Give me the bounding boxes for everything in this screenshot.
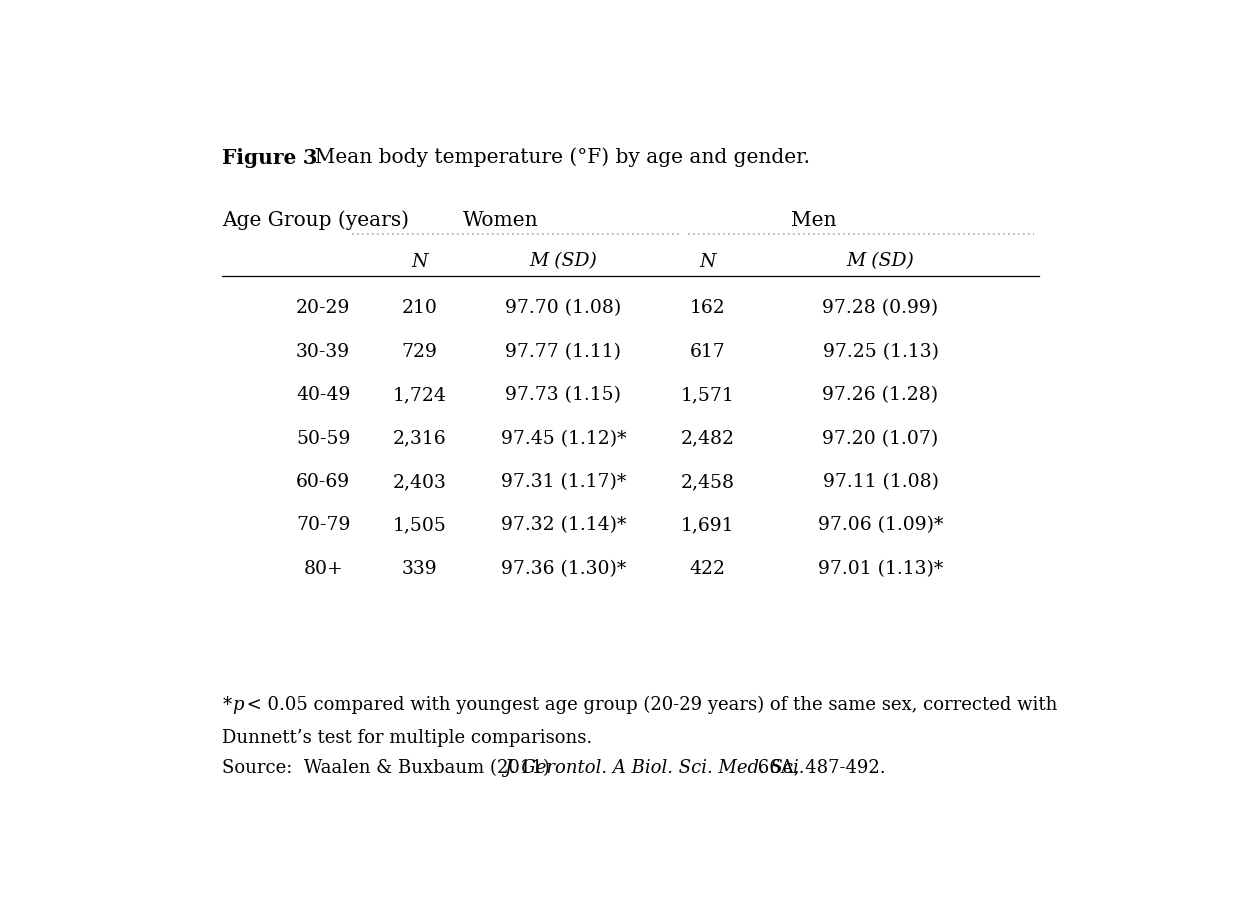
Text: 339: 339 bbox=[402, 560, 436, 578]
Text: 97.45 (1.12)*: 97.45 (1.12)* bbox=[501, 430, 626, 447]
Text: Source:  Waalen & Buxbaum (2011): Source: Waalen & Buxbaum (2011) bbox=[222, 759, 556, 776]
Text: 97.11 (1.08): 97.11 (1.08) bbox=[822, 473, 939, 491]
Text: J. Gerontol. A Biol. Sci. Med. Sci.: J. Gerontol. A Biol. Sci. Med. Sci. bbox=[503, 759, 805, 776]
Text: p: p bbox=[232, 695, 243, 714]
Text: < 0.05 compared with youngest age group (20-29 years) of the same sex, corrected: < 0.05 compared with youngest age group … bbox=[242, 695, 1058, 714]
Text: 1,505: 1,505 bbox=[392, 516, 446, 534]
Text: 1,571: 1,571 bbox=[681, 386, 734, 405]
Text: . Mean body temperature (°F) by age and gender.: . Mean body temperature (°F) by age and … bbox=[303, 147, 810, 167]
Text: 97.32 (1.14)*: 97.32 (1.14)* bbox=[501, 516, 626, 534]
Text: Dunnett’s test for multiple comparisons.: Dunnett’s test for multiple comparisons. bbox=[222, 729, 593, 747]
Text: 97.20 (1.07): 97.20 (1.07) bbox=[822, 430, 939, 447]
Text: 1,691: 1,691 bbox=[681, 516, 734, 534]
Text: 422: 422 bbox=[689, 560, 725, 578]
Text: 97.77 (1.11): 97.77 (1.11) bbox=[506, 343, 621, 361]
Text: 40-49: 40-49 bbox=[296, 386, 351, 405]
Text: N: N bbox=[412, 253, 428, 271]
Text: Women: Women bbox=[464, 211, 538, 230]
Text: 1,724: 1,724 bbox=[392, 386, 446, 405]
Text: 210: 210 bbox=[402, 299, 438, 317]
Text: Men: Men bbox=[791, 211, 836, 230]
Text: 66A, 487-492.: 66A, 487-492. bbox=[751, 759, 885, 776]
Text: M (SD): M (SD) bbox=[847, 253, 914, 271]
Text: 2,482: 2,482 bbox=[681, 430, 734, 447]
Text: 97.36 (1.30)*: 97.36 (1.30)* bbox=[501, 560, 626, 578]
Text: 60-69: 60-69 bbox=[296, 473, 350, 491]
Text: 97.70 (1.08): 97.70 (1.08) bbox=[506, 299, 621, 317]
Text: N: N bbox=[699, 253, 715, 271]
Text: 2,458: 2,458 bbox=[681, 473, 734, 491]
Text: 162: 162 bbox=[689, 299, 725, 317]
Text: 97.25 (1.13): 97.25 (1.13) bbox=[822, 343, 939, 361]
Text: M (SD): M (SD) bbox=[529, 253, 598, 271]
Text: 97.28 (0.99): 97.28 (0.99) bbox=[822, 299, 939, 317]
Text: 80+: 80+ bbox=[304, 560, 343, 578]
Text: 97.26 (1.28): 97.26 (1.28) bbox=[822, 386, 939, 405]
Text: 97.01 (1.13)*: 97.01 (1.13)* bbox=[818, 560, 944, 578]
Text: 30-39: 30-39 bbox=[296, 343, 350, 361]
Text: 97.31 (1.17)*: 97.31 (1.17)* bbox=[501, 473, 626, 491]
Text: Age Group (years): Age Group (years) bbox=[222, 211, 409, 230]
Text: Figure 3: Figure 3 bbox=[222, 147, 317, 167]
Text: 617: 617 bbox=[689, 343, 725, 361]
Text: 20-29: 20-29 bbox=[296, 299, 351, 317]
Text: 2,403: 2,403 bbox=[392, 473, 446, 491]
Text: 97.06 (1.09)*: 97.06 (1.09)* bbox=[818, 516, 944, 534]
Text: 50-59: 50-59 bbox=[296, 430, 351, 447]
Text: 2,316: 2,316 bbox=[393, 430, 446, 447]
Text: 729: 729 bbox=[402, 343, 438, 361]
Text: *: * bbox=[222, 695, 232, 714]
Text: 97.73 (1.15): 97.73 (1.15) bbox=[506, 386, 621, 405]
Text: 70-79: 70-79 bbox=[296, 516, 351, 534]
